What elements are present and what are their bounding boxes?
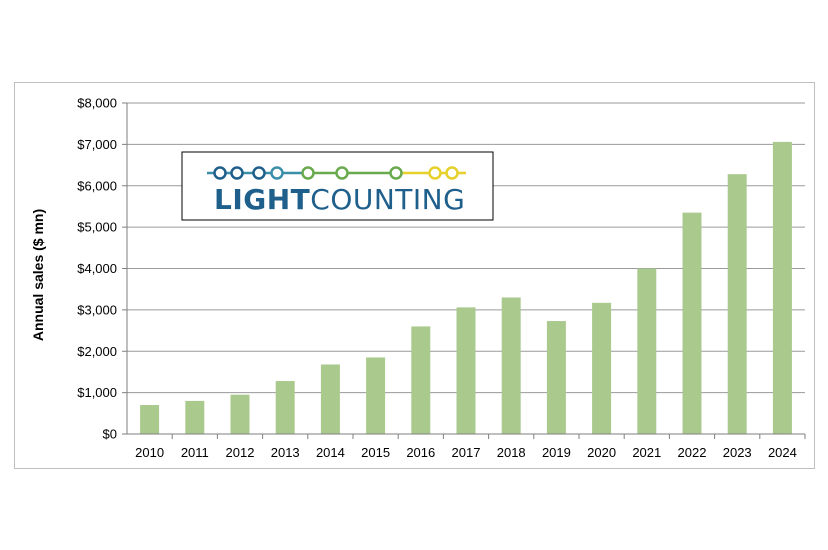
bar-2020: [592, 302, 612, 434]
y-tick-label: $8,000: [77, 96, 117, 111]
x-tick-label: 2015: [361, 445, 390, 460]
bar-2021: [637, 268, 657, 434]
y-tick-label: $4,000: [77, 261, 117, 276]
x-tick-label: 2019: [542, 445, 571, 460]
bar-2013: [275, 381, 295, 434]
x-tick-label: 2022: [678, 445, 707, 460]
x-tick-label: 2013: [271, 445, 300, 460]
bar-2018: [501, 297, 521, 434]
bar-2014: [320, 364, 340, 434]
logo-text-counting: COUNTING: [310, 183, 465, 216]
logo-text-light: LIGHT: [214, 183, 310, 216]
bar-2011: [185, 400, 205, 434]
logo-chain-ring: [445, 166, 459, 180]
bar-2016: [411, 326, 431, 434]
logo-chain-graphic: [207, 166, 466, 180]
y-tick-label: $0: [103, 427, 117, 442]
logo-chain-ring: [230, 166, 244, 180]
x-tick-label: 2024: [768, 445, 797, 460]
bar-2023: [727, 174, 747, 434]
logo-chain-ring: [335, 166, 349, 180]
y-tick-label: $6,000: [77, 178, 117, 193]
chart-frame: $0 $1,000 $2,000 $3,000 $4,000 $5,000 $6,000 $7…: [14, 82, 815, 469]
x-tick-label: 2021: [632, 445, 661, 460]
x-tick-label: 2023: [723, 445, 752, 460]
y-tick-label: $7,000: [77, 137, 117, 152]
y-tick-label: $3,000: [77, 302, 117, 317]
x-tick-label: 2018: [497, 445, 526, 460]
x-tick-label: 2012: [226, 445, 255, 460]
x-tick-labels: 2010 2011 2012 2013 2014 2015 2016 2017 2018 2019…: [135, 445, 797, 460]
bar-2012: [230, 394, 250, 434]
x-tick-label: 2020: [587, 445, 616, 460]
y-axis-label: Annual sales ($ mn): [30, 209, 46, 341]
x-tick-label: 2017: [452, 445, 481, 460]
bar-2015: [366, 357, 386, 434]
bar-2019: [546, 321, 566, 434]
bar-2010: [140, 405, 160, 434]
x-tick-label: 2010: [135, 445, 164, 460]
logo-chain-ring: [213, 166, 227, 180]
logo-wordmark: LIGHTCOUNTING: [214, 183, 465, 216]
x-tick-label: 2011: [181, 445, 209, 460]
x-tick-label: 2016: [406, 445, 435, 460]
bar-2022: [682, 212, 702, 434]
bars: [140, 141, 792, 434]
y-tick-label: $5,000: [77, 220, 117, 235]
logo-chain-ring: [389, 166, 403, 180]
logo-chain-ring: [301, 166, 315, 180]
y-tick-labels: $0 $1,000 $2,000 $3,000 $4,000 $5,000 $6,000 $7…: [77, 96, 117, 442]
bar-2024: [772, 141, 792, 434]
logo-chain-ring: [428, 166, 442, 180]
y-tick-label: $1,000: [77, 385, 117, 400]
bar-2017: [456, 307, 476, 434]
y-tick-label: $2,000: [77, 344, 117, 359]
logo-box: [181, 151, 494, 221]
lightcounting-logo: LIGHTCOUNTING: [181, 151, 494, 221]
axes: [126, 103, 806, 439]
logo-chain-ring: [270, 166, 284, 180]
bar-chart: $0 $1,000 $2,000 $3,000 $4,000 $5,000 $6,000 $7…: [30, 96, 806, 460]
x-tick-label: 2014: [316, 445, 345, 460]
logo-chain-ring: [252, 166, 266, 180]
